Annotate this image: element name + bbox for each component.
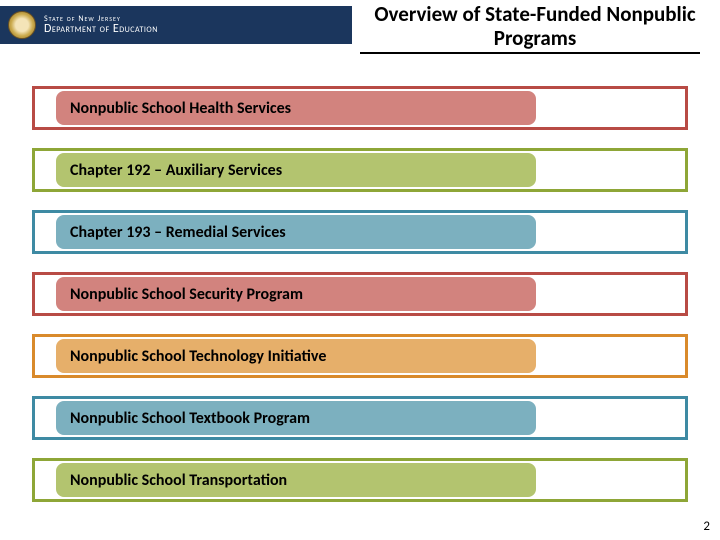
- program-label: Nonpublic School Textbook Program: [70, 409, 310, 428]
- program-pill: Nonpublic School Health Services: [56, 91, 536, 125]
- department-banner: State of New Jersey Department of Educat…: [0, 6, 352, 44]
- slide-title: Overview of State-Funded Nonpublic Progr…: [360, 2, 710, 50]
- program-pill: Nonpublic School Transportation: [56, 463, 536, 497]
- program-label: Nonpublic School Security Program: [70, 285, 303, 304]
- department-text: State of New Jersey Department of Educat…: [44, 15, 158, 36]
- program-label: Nonpublic School Health Services: [70, 99, 291, 118]
- program-row: Nonpublic School Transportation: [32, 450, 688, 506]
- program-row: Chapter 192 – Auxiliary Services: [32, 140, 688, 196]
- program-label: Chapter 193 – Remedial Services: [70, 223, 286, 242]
- program-row: Chapter 193 – Remedial Services: [32, 202, 688, 258]
- program-label: Chapter 192 – Auxiliary Services: [70, 161, 282, 180]
- program-row: Nonpublic School Technology Initiative: [32, 326, 688, 382]
- program-label: Nonpublic School Technology Initiative: [70, 347, 326, 366]
- program-pill: Chapter 192 – Auxiliary Services: [56, 153, 536, 187]
- program-pill: Nonpublic School Security Program: [56, 277, 536, 311]
- state-seal-icon: [8, 11, 36, 39]
- slide-header: State of New Jersey Department of Educat…: [0, 0, 720, 50]
- program-row: Nonpublic School Security Program: [32, 264, 688, 320]
- programs-list: Nonpublic School Health Services Chapter…: [32, 78, 688, 512]
- program-pill: Chapter 193 – Remedial Services: [56, 215, 536, 249]
- department-name: Department of Education: [44, 23, 158, 36]
- program-pill: Nonpublic School Textbook Program: [56, 401, 536, 435]
- page-number: 2: [703, 519, 710, 534]
- program-row: Nonpublic School Health Services: [32, 78, 688, 134]
- title-underline: [360, 52, 700, 54]
- program-row: Nonpublic School Textbook Program: [32, 388, 688, 444]
- program-label: Nonpublic School Transportation: [70, 471, 287, 490]
- program-pill: Nonpublic School Technology Initiative: [56, 339, 536, 373]
